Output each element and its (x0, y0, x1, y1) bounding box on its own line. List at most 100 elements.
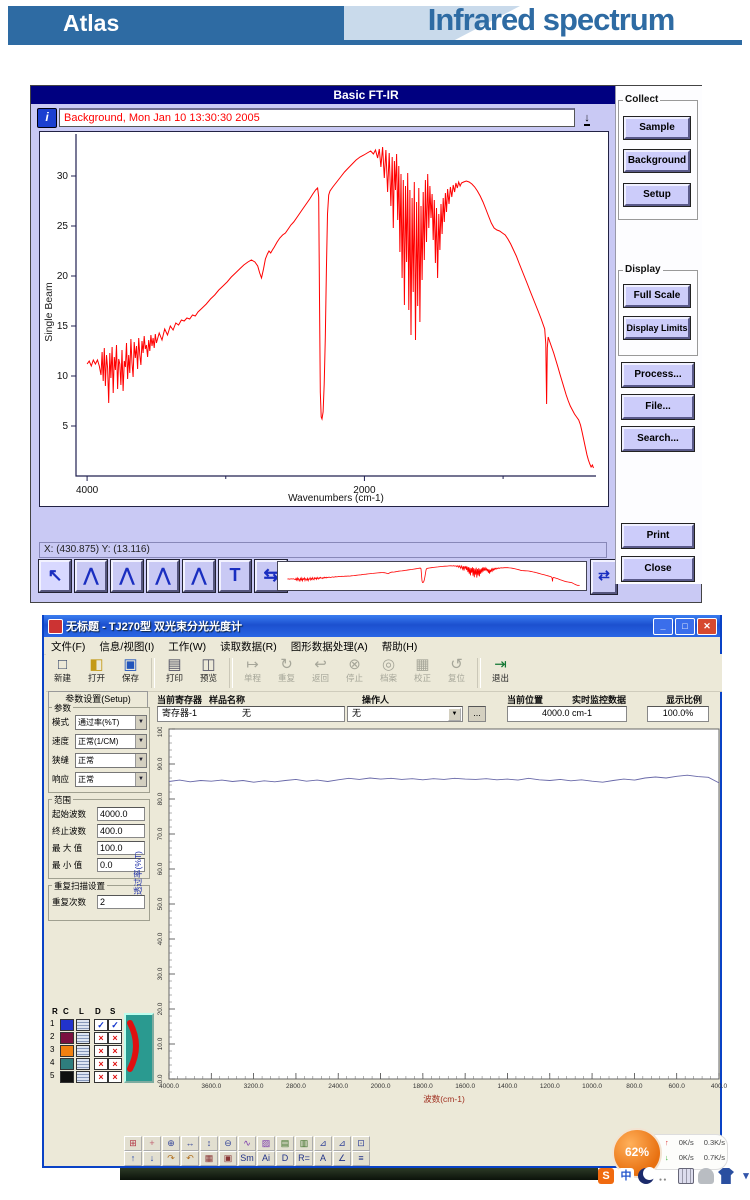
grid-view-button[interactable]: ▥ (295, 1136, 313, 1151)
redo-scan-button[interactable]: ↷ (162, 1151, 180, 1166)
person-icon[interactable] (698, 1168, 714, 1184)
trace-mode-button[interactable]: ∿ (238, 1136, 256, 1151)
voice-icon[interactable] (658, 1168, 674, 1188)
absorbance-button[interactable]: A (314, 1151, 332, 1166)
save-checkbox[interactable]: × (108, 1032, 122, 1044)
list-icon[interactable] (76, 1071, 90, 1083)
spectrum-dropdown-button[interactable]: ↓ (577, 108, 597, 126)
report-view-button[interactable]: ▤ (276, 1136, 294, 1151)
chevron-down-icon[interactable]: ▼ (135, 716, 146, 729)
peak-area-tool[interactable]: ⋀ (182, 559, 216, 593)
display-checkbox[interactable]: × (94, 1058, 108, 1070)
file-button[interactable]: File... (621, 394, 695, 420)
color-swatch[interactable] (60, 1019, 74, 1031)
save-checkbox[interactable]: × (108, 1058, 122, 1070)
zoom-out-button[interactable]: ⊖ (219, 1136, 237, 1151)
toolbar-button-打印[interactable]: ▤ 打印 (158, 656, 191, 690)
search-button[interactable]: Search... (621, 426, 695, 452)
scale-right-button[interactable]: ⊿ (333, 1136, 351, 1151)
save-checkbox[interactable]: × (108, 1045, 122, 1057)
slit-select[interactable]: 正常 ▼ (75, 753, 147, 768)
toolbar-button-保存[interactable]: ▣ 保存 (114, 656, 147, 690)
display-checkbox[interactable]: ✓ (94, 1019, 108, 1031)
color-swatch[interactable] (60, 1045, 74, 1057)
chevron-down-icon[interactable]: ▼ (448, 708, 461, 721)
end-wavenumber-input[interactable]: 400.0 (97, 824, 145, 838)
menu-item[interactable]: 工作(W) (168, 641, 207, 653)
start-wavenumber-input[interactable]: 4000.0 (97, 807, 145, 821)
current-register-field[interactable]: 寄存器-1 无 (157, 706, 345, 722)
roll-window-button[interactable]: ⇄ (590, 559, 618, 595)
keyboard-icon[interactable] (678, 1168, 694, 1184)
toolbar-button-预览[interactable]: ◫ 预览 (192, 656, 225, 690)
color-swatch[interactable] (60, 1071, 74, 1083)
response-select[interactable]: 正常 ▼ (75, 772, 147, 787)
shift-down-button[interactable]: ↓ (143, 1151, 161, 1166)
background-button[interactable]: Background (623, 149, 691, 173)
shift-up-button[interactable]: ↑ (124, 1151, 142, 1166)
toolbar-button-新建[interactable]: □ 新建 (46, 656, 79, 690)
display-limits-button[interactable]: Display Limits (623, 316, 691, 340)
baseline-button[interactable]: ≡ (352, 1151, 370, 1166)
repeat-count-input[interactable]: 2 (97, 895, 145, 909)
text-annotation-tool[interactable]: T (218, 559, 252, 593)
close-window-button[interactable]: ✕ (697, 618, 717, 635)
minimize-button[interactable]: _ (653, 618, 673, 635)
move-horizontal-button[interactable]: ↔ (181, 1136, 199, 1151)
toolbar-button-退出[interactable]: ⇥ 退出 (484, 656, 517, 690)
peak-outline-tool[interactable]: ⋀ (146, 559, 180, 593)
menu-item[interactable]: 读取数据(R) (220, 641, 277, 653)
chevron-down-icon[interactable]: ▼ (135, 754, 146, 767)
zoom-in-button[interactable]: ⊕ (162, 1136, 180, 1151)
setup-button[interactable]: Setup (623, 183, 691, 207)
max-value-input[interactable]: 100.0 (97, 841, 145, 855)
select-tool[interactable]: ↖ (38, 559, 72, 593)
color-swatch[interactable] (60, 1058, 74, 1070)
spectrum-title-field[interactable]: Background, Mon Jan 10 13:30:30 2005 (59, 108, 575, 127)
maximize-button[interactable]: □ (675, 618, 695, 635)
speed-select[interactable]: 正常(1/CM) ▼ (75, 734, 147, 749)
toolbar-button-打开[interactable]: ◧ 打开 (80, 656, 113, 690)
ftir-titlebar[interactable]: Basic FT-IR (31, 86, 701, 104)
panel-toggle-button[interactable]: ⊡ (352, 1136, 370, 1151)
ratio-button[interactable]: R= (295, 1151, 313, 1166)
color-swatch[interactable] (60, 1032, 74, 1044)
spectrum-plot[interactable]: 5 10 15 20 25 30 4000 2000 Wavenumbers (cm-1) Sin… (39, 131, 609, 507)
full-view-button[interactable]: ⊞ (124, 1136, 142, 1151)
run-scan-button[interactable] (124, 1013, 154, 1083)
derivative-button[interactable]: D (276, 1151, 294, 1166)
menu-item[interactable]: 文件(F) (51, 641, 86, 653)
peak-height-tool[interactable]: ⋀ (74, 559, 108, 593)
histogram-button[interactable]: ▦ (200, 1151, 218, 1166)
slope-button[interactable]: ∠ (333, 1151, 351, 1166)
full-scale-button[interactable]: Full Scale (623, 284, 691, 308)
list-icon[interactable] (76, 1032, 90, 1044)
sample-button[interactable]: Sample (623, 116, 691, 140)
save-checkbox[interactable]: ✓ (108, 1019, 122, 1031)
chinese-input-icon[interactable]: 中 (618, 1168, 634, 1184)
move-vertical-button[interactable]: ↕ (200, 1136, 218, 1151)
image-mode-button[interactable]: ▨ (257, 1136, 275, 1151)
scale-left-button[interactable]: ⊿ (314, 1136, 332, 1151)
more-button[interactable]: ... (468, 706, 486, 722)
menu-item[interactable]: 图形数据处理(A) (290, 641, 368, 653)
menu-item[interactable]: 帮助(H) (381, 641, 418, 653)
skin-icon[interactable] (718, 1168, 734, 1184)
tj270-titlebar[interactable]: 无标题 - TJ270型 双光束分光光度计 _ □ ✕ (44, 615, 720, 637)
list-icon[interactable] (76, 1019, 90, 1031)
data-table-button[interactable]: ▣ (219, 1151, 237, 1166)
display-checkbox[interactable]: × (94, 1032, 108, 1044)
chevron-down-icon[interactable]: ▼ (135, 735, 146, 748)
overview-strip[interactable] (277, 561, 587, 591)
chevron-down-icon[interactable]: ▼ (135, 773, 146, 786)
operator-select[interactable]: 无 ▼ (347, 706, 463, 722)
night-mode-icon[interactable] (638, 1167, 656, 1184)
list-icon[interactable] (76, 1045, 90, 1057)
display-checkbox[interactable]: × (94, 1045, 108, 1057)
mode-select[interactable]: 通过率(%T) ▼ (75, 715, 147, 730)
process-button[interactable]: Process... (621, 362, 695, 388)
smooth-button[interactable]: Sm (238, 1151, 256, 1166)
tj-spectrum-chart[interactable]: 100.0 90.0 80.0 70.0 60.0 50.0 40.0 30.0 20.0 10.… (149, 720, 731, 1119)
settings-dot-icon[interactable]: ▾ (738, 1168, 750, 1184)
info-button[interactable]: i (37, 108, 57, 128)
